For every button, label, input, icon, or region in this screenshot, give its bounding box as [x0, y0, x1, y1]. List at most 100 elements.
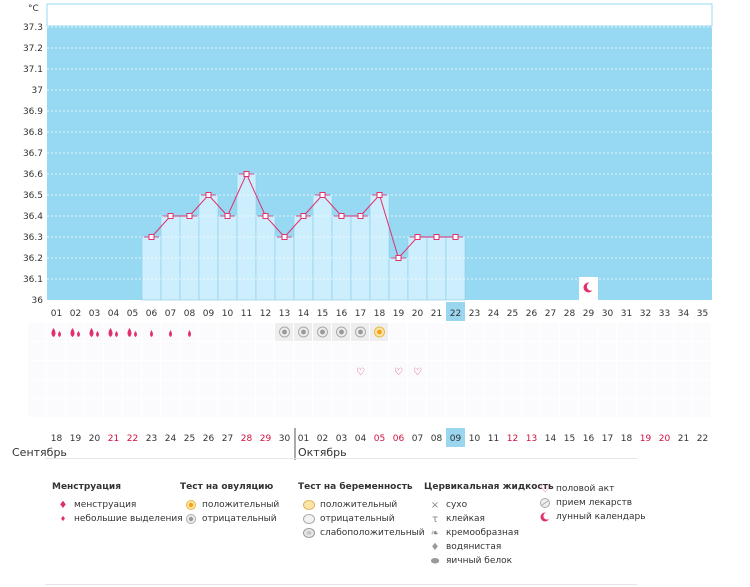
cycle-day-label: 16: [336, 309, 348, 319]
grid-cell: [408, 380, 426, 398]
date-label: 04: [355, 434, 367, 444]
grid-cell: [541, 361, 559, 379]
grid-cell: [655, 361, 673, 379]
month-label-september: Сентябрь: [12, 446, 67, 459]
temperature-point: [300, 213, 307, 219]
grid-cell: [332, 399, 350, 417]
grid-cell: [389, 380, 407, 398]
grid-cell: [389, 342, 407, 360]
temperature-point: [338, 213, 345, 219]
date-label: 30: [279, 434, 291, 444]
grid-cell: [294, 380, 312, 398]
grid-cell: [408, 342, 426, 360]
legend-other: ♡ половой акт прием лекарств лунный кален…: [534, 482, 646, 524]
grid-cell: [465, 380, 483, 398]
grid-cell: [199, 399, 217, 417]
month-label-october: Октябрь: [298, 446, 347, 459]
grid-cell: [503, 342, 521, 360]
grid-cell: [123, 342, 141, 360]
y-tick-label: 36.3: [23, 233, 43, 243]
y-tick-label: 36.1: [23, 275, 43, 285]
date-label: 20: [89, 434, 101, 444]
grid-cell: [427, 323, 445, 341]
grid-cell: [332, 361, 350, 379]
grid-cell: [218, 342, 236, 360]
grid-cell: [28, 399, 46, 417]
temperature-point: [186, 213, 193, 219]
drop: [77, 331, 80, 337]
ov-inner: [339, 329, 344, 335]
cycle-day-label: 15: [317, 309, 328, 319]
cycle-day-label: 07: [165, 309, 176, 319]
legend-item: × сухо: [424, 498, 554, 512]
date-label: 05: [374, 434, 385, 444]
grid-cell: [484, 361, 502, 379]
grid-cell: [28, 380, 46, 398]
grid-cell: [161, 361, 179, 379]
cycle-day-label: 30: [602, 309, 614, 319]
y-tick-label: 37.2: [23, 44, 43, 54]
grid-cell: [85, 361, 103, 379]
legend-label: кремообразная: [446, 528, 519, 538]
grid-cell: [370, 342, 388, 360]
date-label: 24: [165, 434, 177, 444]
pregnancy-weak-icon: [298, 528, 320, 538]
temperature-point: [243, 171, 250, 177]
legend-label: небольшие выделения: [74, 514, 183, 524]
temperature-point: [262, 213, 269, 219]
grid-cell: [256, 399, 274, 417]
drop: [115, 331, 118, 337]
grid-cell: [446, 399, 464, 417]
grid-cell: [256, 380, 274, 398]
date-label: 15: [564, 434, 575, 444]
y-tick-label: 36.7: [23, 149, 43, 159]
legend-item: отрицательный: [180, 512, 279, 526]
grid-cell: [28, 342, 46, 360]
date-label: 07: [412, 434, 423, 444]
small-drop-icon: [188, 330, 191, 337]
date-label: 18: [51, 434, 63, 444]
grid-cell: [636, 323, 654, 341]
grid-cell: [693, 342, 711, 360]
grid-cell: [693, 323, 711, 341]
temperature-bar: [274, 236, 295, 301]
grid-cell: [617, 399, 635, 417]
grid-cell: [503, 323, 521, 341]
grid-cell: [237, 399, 255, 417]
grid-cell: [104, 399, 122, 417]
y-tick-label: 37.3: [23, 23, 43, 33]
grid-cell: [85, 399, 103, 417]
grid-cell: [579, 361, 597, 379]
date-label: 16: [583, 434, 595, 444]
grid-cell: [351, 361, 369, 379]
date-label: 06: [393, 434, 405, 444]
grid-cell: [674, 380, 692, 398]
cycle-day-label: 24: [488, 309, 500, 319]
cycle-day-label: 18: [374, 309, 386, 319]
legend-item: ♦ небольшие выделения: [52, 512, 183, 526]
grid-cell: [180, 399, 198, 417]
grid-cell: [199, 323, 217, 341]
grid-cell: [104, 342, 122, 360]
grid-cell: [370, 380, 388, 398]
legend-item: τ клейкая: [424, 512, 554, 526]
temperature-point: [357, 213, 364, 219]
grid-cell: [446, 342, 464, 360]
cycle-day-label: 21: [431, 309, 442, 319]
egg-white-icon: ⬬: [430, 555, 440, 567]
cycle-day-label: 03: [89, 309, 100, 319]
date-label: 11: [488, 434, 499, 444]
cycle-day-label: 06: [146, 309, 158, 319]
grid-cell: [218, 399, 236, 417]
grid-cell: [674, 323, 692, 341]
grid-cell: [674, 361, 692, 379]
grid-cell: [446, 361, 464, 379]
grid-cell: [256, 342, 274, 360]
dry-icon: ×: [430, 499, 440, 511]
legend-label: прием лекарств: [556, 498, 633, 508]
grid-cell: [617, 361, 635, 379]
pregnancy-positive-icon: [298, 500, 320, 510]
grid-cell: [142, 380, 160, 398]
divider-line-bottom: [45, 584, 637, 585]
legend-item: слабоположительный: [298, 526, 425, 540]
